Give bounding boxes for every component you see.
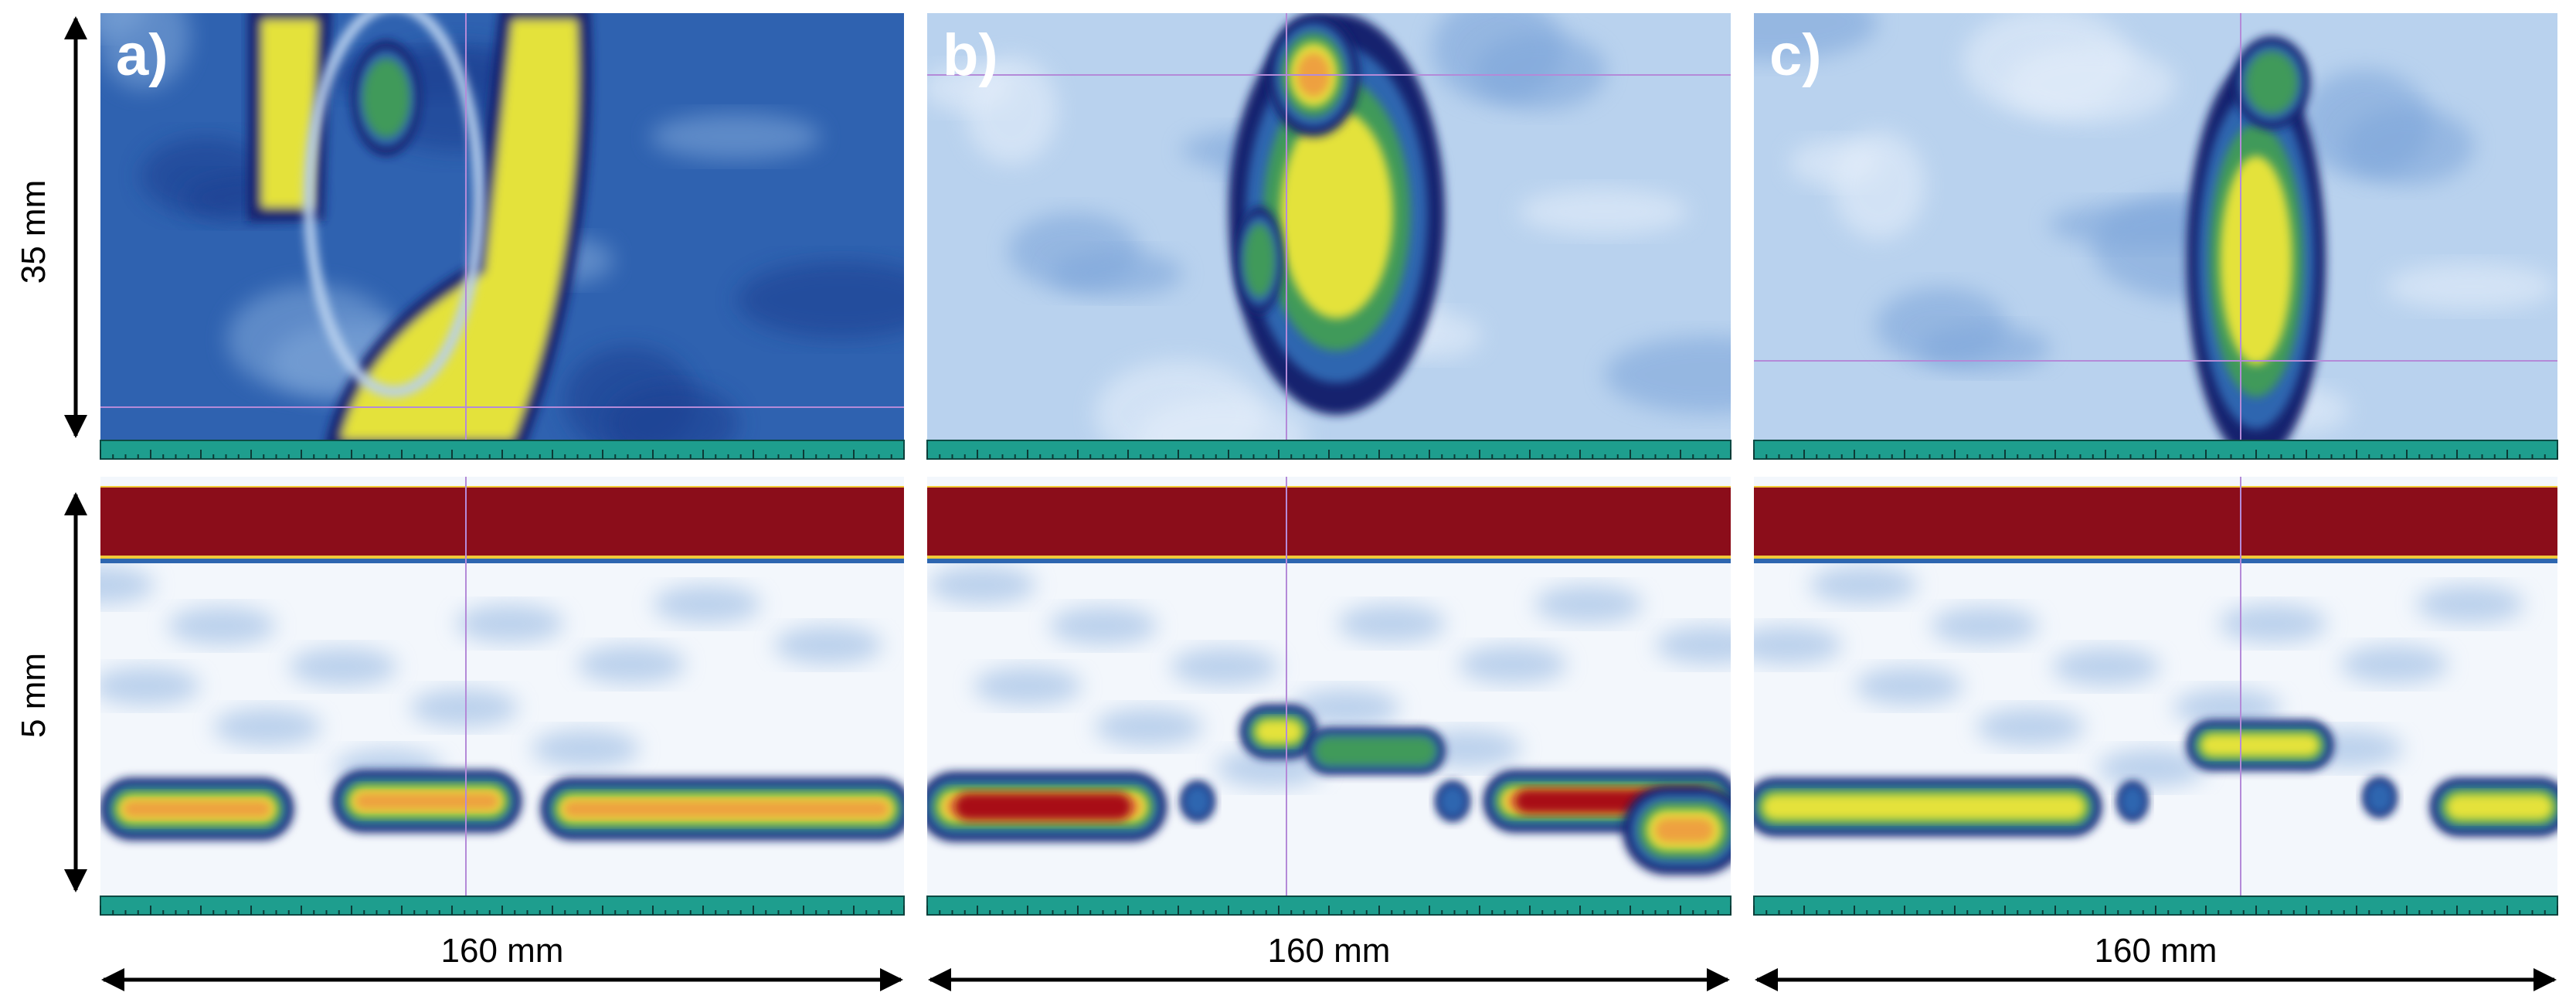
scan-texture bbox=[2219, 604, 2327, 643]
signal-blob bbox=[2220, 155, 2292, 365]
top-height-label: 35 mm bbox=[15, 180, 53, 284]
scan-texture bbox=[168, 607, 276, 645]
scan-texture bbox=[532, 729, 640, 768]
scan-texture bbox=[737, 261, 904, 338]
back-wall-edge bbox=[927, 559, 1731, 563]
scan-texture bbox=[607, 385, 739, 440]
top-scan bbox=[927, 13, 1731, 440]
signal-blob bbox=[2119, 784, 2146, 818]
scan-texture bbox=[1754, 13, 1878, 61]
scan-texture bbox=[2386, 263, 2556, 310]
signal-blob bbox=[1183, 784, 1212, 818]
bottom-height-label: 5 mm bbox=[15, 653, 53, 738]
scan-texture bbox=[100, 566, 155, 604]
scan-texture bbox=[1855, 667, 1963, 705]
scan-texture bbox=[2340, 645, 2449, 684]
scan-texture bbox=[577, 645, 685, 684]
panel: b) 160 mm bbox=[926, 13, 1731, 991]
back-wall-edge bbox=[1754, 559, 2557, 563]
back-wall-edge bbox=[100, 559, 904, 563]
width-label: 160 mm bbox=[441, 932, 564, 970]
scan-texture bbox=[1833, 131, 1925, 240]
back-wall bbox=[100, 488, 904, 556]
signal-blob bbox=[1280, 109, 1393, 319]
bottom-scan bbox=[1754, 477, 2557, 896]
signal-blob bbox=[1762, 794, 2086, 821]
scan-texture bbox=[1534, 585, 1643, 624]
scan-texture bbox=[965, 56, 1058, 165]
signal-core bbox=[954, 793, 1132, 821]
top-scan bbox=[100, 13, 904, 440]
signal-blob bbox=[122, 800, 272, 818]
signal-blob bbox=[2445, 794, 2554, 821]
scan-texture bbox=[2098, 749, 2206, 787]
scan-texture bbox=[1216, 749, 1324, 787]
scan-texture bbox=[2343, 107, 2474, 185]
scan-texture bbox=[1518, 189, 1688, 235]
scan-texture bbox=[2006, 46, 2176, 123]
panel-label: b) bbox=[943, 22, 998, 88]
scan-texture bbox=[1337, 604, 1446, 643]
scan-texture bbox=[1049, 607, 1157, 645]
scan-texture bbox=[1475, 32, 1606, 110]
scan-texture bbox=[1656, 626, 1731, 664]
scan-texture bbox=[1292, 688, 1400, 727]
panels: a) 160 mm b) 160 mm c) 160 mm bbox=[100, 13, 2558, 991]
signal-blob bbox=[562, 800, 890, 818]
scan-texture bbox=[1095, 708, 1203, 746]
panel-label: c) bbox=[1769, 22, 1822, 88]
panel: c) 160 mm bbox=[1753, 13, 2558, 991]
scan-texture bbox=[974, 667, 1082, 705]
inner-ring bbox=[304, 13, 484, 397]
scan-texture bbox=[289, 647, 397, 686]
scan-texture bbox=[2173, 688, 2282, 727]
signal-blob bbox=[1313, 736, 1437, 766]
width-label: 160 mm bbox=[2095, 932, 2217, 970]
scan-texture bbox=[1052, 250, 1183, 297]
bottom-scan bbox=[100, 477, 904, 896]
scan-texture bbox=[100, 667, 200, 705]
scan-texture bbox=[1138, 398, 1308, 440]
scan-texture bbox=[1754, 626, 1842, 664]
signal-blob bbox=[1254, 719, 1303, 745]
scan-texture bbox=[456, 604, 564, 643]
scan-texture bbox=[651, 114, 821, 160]
width-label: 160 mm bbox=[1268, 932, 1391, 970]
scan-texture bbox=[1919, 325, 2051, 372]
scan-texture bbox=[1459, 645, 1567, 684]
scan-texture bbox=[774, 626, 882, 664]
scan-texture bbox=[2052, 647, 2160, 686]
panel-label: a) bbox=[116, 22, 168, 88]
scan-texture bbox=[1605, 336, 1731, 413]
scan-texture bbox=[100, 13, 190, 90]
back-wall bbox=[1754, 488, 2557, 556]
signal-blob bbox=[1654, 817, 1715, 843]
scan-texture bbox=[1810, 566, 1918, 604]
signal-blob bbox=[2365, 780, 2394, 814]
signal-blob bbox=[362, 59, 410, 138]
scan-texture bbox=[653, 585, 761, 624]
scan-texture bbox=[2416, 585, 2524, 624]
signal-blob bbox=[1438, 784, 1467, 818]
signal-blob bbox=[1243, 223, 1276, 297]
back-wall bbox=[927, 488, 1731, 556]
signal-blob bbox=[2245, 51, 2298, 114]
scan-texture bbox=[1976, 708, 2085, 746]
signal-band bbox=[326, 13, 592, 440]
signal-blob bbox=[354, 792, 500, 811]
scan-texture bbox=[1171, 647, 1279, 686]
scan-texture bbox=[410, 688, 518, 727]
signal-blob bbox=[2200, 733, 2320, 757]
scan-texture bbox=[1931, 607, 2039, 645]
top-scan bbox=[1754, 13, 2557, 440]
scan-texture bbox=[213, 708, 321, 746]
bottom-scan bbox=[927, 477, 1731, 896]
scan-texture bbox=[928, 566, 1036, 604]
panel: a) 160 mm bbox=[100, 13, 905, 991]
